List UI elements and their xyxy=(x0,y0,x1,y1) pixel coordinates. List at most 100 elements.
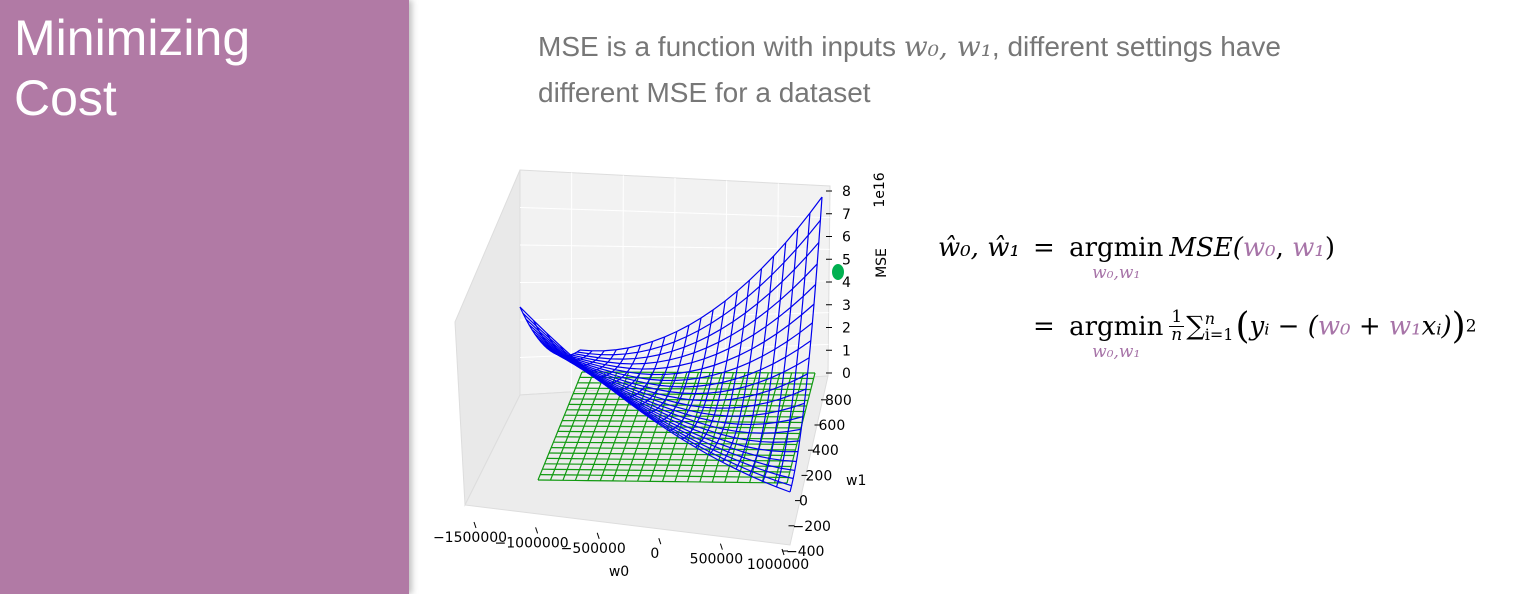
surface-wire xyxy=(695,290,738,448)
y-tick-label: 800 xyxy=(825,393,852,409)
math: i=1 xyxy=(1204,324,1234,344)
x-tick-label: −1000000 xyxy=(495,535,569,551)
plane-wire xyxy=(566,409,806,413)
plane-wire xyxy=(761,372,793,483)
math: xᵢ) xyxy=(1421,311,1452,342)
text: MSE is a function with inputs xyxy=(538,31,904,62)
z-tick-label: 0 xyxy=(842,366,851,382)
tick xyxy=(719,543,723,550)
math: argmin xyxy=(1069,311,1164,342)
sidebar: Minimizing Cost xyxy=(0,0,409,594)
x-tick-label: 0 xyxy=(650,546,659,562)
surface-wire xyxy=(573,242,820,360)
surface-wire xyxy=(552,351,808,402)
surface-wire xyxy=(668,309,714,432)
floor-pane xyxy=(464,375,829,546)
math: w₁ xyxy=(1388,311,1422,342)
surface-wire xyxy=(762,228,799,482)
tick xyxy=(596,532,600,539)
text: , different settings have different MSE … xyxy=(538,31,1281,108)
math: 1 xyxy=(1169,307,1185,327)
math: argmin xyxy=(1069,233,1164,263)
math: ∑ xyxy=(1186,311,1205,342)
z-scale: 1e16 xyxy=(872,172,888,207)
math: ( xyxy=(1235,306,1250,347)
surface-wire xyxy=(558,340,812,388)
z-tick-label: 7 xyxy=(842,207,851,223)
surface-wire xyxy=(579,196,823,352)
z-tick-label: 1 xyxy=(842,343,851,359)
math: = xyxy=(1033,311,1055,342)
y-tick-label: 400 xyxy=(812,443,839,459)
plane-wire xyxy=(581,371,816,374)
plane-wire xyxy=(749,372,781,483)
slide-title: Minimizing Cost xyxy=(14,10,251,126)
x-tick-label: −500000 xyxy=(561,541,626,557)
math: w₀ xyxy=(1242,233,1276,263)
surface-wire xyxy=(570,263,818,365)
surface-wire xyxy=(681,300,726,440)
math: + xyxy=(1350,311,1389,342)
surface-wire xyxy=(708,280,750,456)
z-tick-label: 6 xyxy=(842,230,851,246)
z-axis-label: MSE xyxy=(874,248,890,278)
math: MSE( xyxy=(1169,233,1243,263)
plane-wire xyxy=(724,372,758,483)
surface-wire xyxy=(576,219,821,356)
plane-wire xyxy=(711,372,746,483)
formula-line-1: ŵ₀, ŵ₁ = argmin w₀,w₁ MSE(w₀, w₁) xyxy=(938,232,1335,283)
x-tick-label: 1000000 xyxy=(747,557,809,573)
plane-wire xyxy=(736,372,769,483)
plane-wire xyxy=(686,372,723,482)
z-tick-label: 4 xyxy=(842,275,851,291)
tick xyxy=(658,538,662,545)
x-tick-label: 500000 xyxy=(690,552,743,568)
y-tick-label: −400 xyxy=(786,544,824,560)
y-tick-label: 600 xyxy=(819,418,846,434)
plane-wire xyxy=(573,393,810,396)
z-tick-label: 3 xyxy=(842,298,851,314)
current-point xyxy=(832,264,844,280)
surface-wire xyxy=(555,353,810,395)
surface-wire xyxy=(561,322,813,382)
plane-wire xyxy=(674,372,711,482)
surface-wire xyxy=(721,268,763,463)
math: w₀ xyxy=(1317,311,1351,342)
plane-wire xyxy=(564,414,804,418)
math: w₀,w₁ xyxy=(1092,263,1141,283)
surface-wire xyxy=(735,256,775,470)
math: , xyxy=(1275,233,1293,263)
intro-text: MSE is a function with inputs w₀, w₁, di… xyxy=(538,24,1378,116)
tick xyxy=(781,548,785,556)
math: n xyxy=(1204,308,1216,328)
y-tick-label: 0 xyxy=(799,494,808,510)
x-axis-label: w0 xyxy=(609,564,629,580)
math: n xyxy=(1171,325,1183,345)
math: ŵ₀, ŵ₁ xyxy=(938,233,1020,263)
math: ) xyxy=(1324,233,1335,263)
y-axis-label: w1 xyxy=(846,473,866,489)
math: w₁ xyxy=(1292,233,1325,263)
math: = xyxy=(1033,233,1055,263)
z-tick-label: 5 xyxy=(842,252,851,268)
math: 2 xyxy=(1465,316,1477,337)
surface-wire xyxy=(549,349,807,409)
math: ) xyxy=(1451,306,1466,347)
tick xyxy=(473,521,477,529)
math: yᵢ − ( xyxy=(1249,311,1318,342)
limits: n i=1 xyxy=(1204,308,1234,344)
y-tick-label: 200 xyxy=(806,468,833,484)
surface-wire xyxy=(775,213,811,488)
formula-line-2: = argmin w₀,w₁ 1 n ∑ n i=1 (yᵢ − (w₀ + w₁xᵢ))2 xyxy=(938,306,1477,362)
surface-wire xyxy=(564,303,815,376)
surface-wire xyxy=(567,284,817,370)
math: w₀, w₁ xyxy=(903,30,992,63)
operator: argmin w₀,w₁ xyxy=(1069,233,1164,283)
surface-wire xyxy=(748,242,787,476)
math: w₀,w₁ xyxy=(1092,341,1141,362)
z-tick-label: 2 xyxy=(842,321,851,337)
y-tick-label: −200 xyxy=(793,519,831,535)
